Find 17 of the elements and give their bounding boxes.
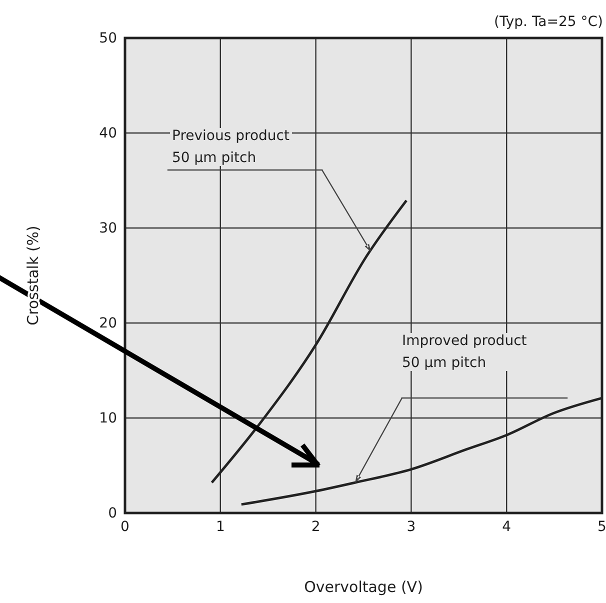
x-tick-label: 0 xyxy=(120,518,130,535)
y-tick-label: 10 xyxy=(99,410,117,426)
y-tick-label: 0 xyxy=(108,505,117,522)
x-tick-label: 1 xyxy=(216,518,225,535)
x-tick-label: 5 xyxy=(598,518,606,535)
x-tick-label: 2 xyxy=(311,518,320,535)
x-tick-label: 3 xyxy=(406,518,416,535)
y-tick-label: 30 xyxy=(99,220,117,236)
y-tick-label: 50 xyxy=(99,30,117,46)
annotation: Improved product 50 µm pitch xyxy=(402,333,528,371)
x-axis-title: Overvoltage (V) xyxy=(304,578,423,596)
y-tick-label: 20 xyxy=(99,315,117,332)
y-axis-title: Crosstalk (%) xyxy=(24,226,42,326)
text: (Typ. Ta=25 °C) xyxy=(494,14,603,30)
annotation: Previous product 50 µm pitch xyxy=(172,128,290,166)
x-tick-label: 4 xyxy=(502,518,512,535)
y-tick-label: 40 xyxy=(99,125,117,142)
